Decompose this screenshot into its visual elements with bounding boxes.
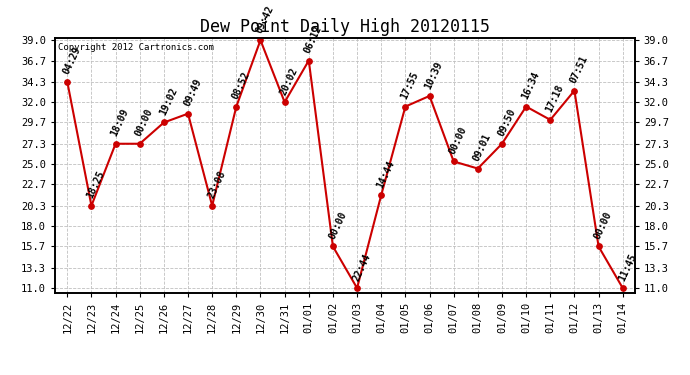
- Text: 00:00: 00:00: [326, 210, 348, 241]
- Point: [207, 203, 218, 209]
- Point: [569, 88, 580, 94]
- Text: 00:00: 00:00: [133, 107, 155, 138]
- Point: [86, 203, 97, 209]
- Text: 10:39: 10:39: [423, 60, 445, 90]
- Point: [424, 93, 435, 99]
- Text: 14:44: 14:44: [375, 159, 397, 189]
- Text: Copyright 2012 Cartronics.com: Copyright 2012 Cartronics.com: [58, 43, 214, 52]
- Point: [62, 79, 73, 85]
- Text: 00:00: 00:00: [592, 210, 614, 241]
- Point: [351, 285, 363, 291]
- Point: [255, 37, 266, 43]
- Text: 00:00: 00:00: [447, 125, 469, 156]
- Point: [303, 57, 314, 63]
- Point: [593, 243, 604, 249]
- Text: 09:50: 09:50: [495, 107, 518, 138]
- Point: [279, 99, 290, 105]
- Point: [400, 104, 411, 110]
- Text: 17:55: 17:55: [399, 70, 421, 101]
- Text: 20:02: 20:02: [278, 66, 300, 97]
- Text: 18:09: 18:09: [109, 107, 131, 138]
- Point: [472, 165, 483, 171]
- Text: 09:49: 09:49: [181, 77, 204, 108]
- Point: [448, 159, 460, 165]
- Title: Dew Point Daily High 20120115: Dew Point Daily High 20120115: [200, 18, 490, 36]
- Point: [159, 120, 170, 126]
- Text: 11:45: 11:45: [616, 252, 638, 282]
- Text: 23:08: 23:08: [206, 170, 228, 200]
- Text: 06:12: 06:12: [302, 24, 324, 55]
- Text: 09:42: 09:42: [254, 4, 276, 34]
- Text: 18:25: 18:25: [85, 170, 107, 200]
- Point: [617, 285, 628, 291]
- Point: [230, 104, 241, 110]
- Point: [520, 104, 531, 110]
- Text: 19:02: 19:02: [157, 86, 179, 117]
- Text: 07:51: 07:51: [568, 54, 590, 85]
- Text: 04:29: 04:29: [61, 45, 83, 76]
- Text: 09:01: 09:01: [471, 132, 493, 163]
- Point: [497, 141, 508, 147]
- Point: [327, 243, 338, 249]
- Point: [110, 141, 121, 147]
- Point: [182, 111, 193, 117]
- Point: [134, 141, 145, 147]
- Text: 16:34: 16:34: [520, 70, 542, 101]
- Text: 22:44: 22:44: [351, 252, 373, 282]
- Text: 08:52: 08:52: [230, 70, 252, 101]
- Point: [375, 192, 386, 198]
- Point: [545, 117, 556, 123]
- Text: 17:18: 17:18: [544, 84, 566, 114]
